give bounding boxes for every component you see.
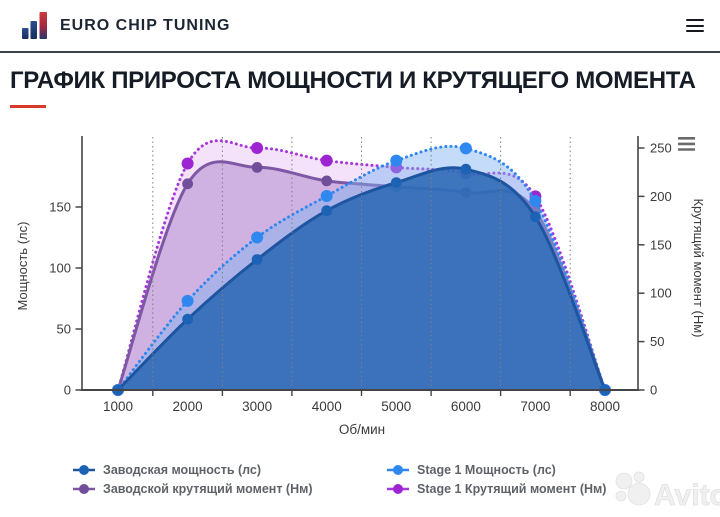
legend-label: Stage 1 Крутящий момент (Нм) (417, 482, 607, 496)
data-point-marker (460, 163, 472, 175)
axis-tick-label: 250 (650, 141, 672, 156)
data-point-marker (251, 142, 264, 154)
series-area (118, 167, 605, 390)
chart-series (112, 139, 611, 396)
data-point-marker (529, 194, 542, 207)
axis-tick-label: 50 (57, 322, 71, 337)
legend-item-stock-torque[interactable]: Заводской крутящий момент (Нм) (72, 482, 386, 496)
axis-tick-label: 4000 (312, 399, 342, 414)
data-point-marker (320, 154, 333, 167)
data-point-marker (181, 157, 194, 170)
data-point-marker (251, 254, 263, 265)
data-point-marker (390, 154, 403, 167)
legend-marker-icon (73, 465, 95, 475)
axis-tick-label: 5000 (381, 399, 411, 414)
legend-label: Заводская мощность (лс) (103, 463, 262, 477)
axis-tick-label: 100 (49, 261, 71, 276)
legend-label: Stage 1 Мощность (лс) (417, 463, 556, 477)
legend-marker-icon (73, 484, 95, 494)
axis-tick-label: 2000 (173, 399, 203, 414)
legend-item-stage1-torque[interactable]: Stage 1 Крутящий момент (Нм) (386, 482, 720, 496)
data-point-marker (459, 142, 472, 155)
data-point-marker (181, 294, 194, 307)
data-point-marker (320, 190, 333, 202)
page-title: ГРАФИК ПРИРОСТА МОЩНОСТИ И КРУТЯЩЕГО МОМ… (10, 67, 696, 94)
data-point-marker (251, 231, 264, 244)
axes (75, 136, 645, 391)
axis-tick-label: 150 (49, 200, 71, 215)
axis-tick-label: 8000 (590, 399, 620, 414)
brand-name: EURO CHIP TUNING (60, 16, 231, 34)
data-point-marker (390, 177, 402, 188)
axis-tick-label: 3000 (242, 399, 272, 414)
axis-tick-label: 200 (650, 189, 672, 204)
title-section: ГРАФИК ПРИРОСТА МОЩНОСТИ И КРУТЯЩЕГО МОМ… (0, 53, 720, 108)
axis-tick-label: 100 (650, 286, 672, 301)
axis-tick-label: 0 (64, 383, 71, 398)
axis-tick-label: 50 (650, 334, 664, 349)
series-line (116, 144, 607, 392)
chart-legend: Заводская мощность (лс) Stage 1 Мощность… (0, 453, 720, 496)
axis-tick-label: 0 (650, 383, 657, 398)
axis-tick-label: 6000 (451, 399, 481, 414)
title-accent-bar (10, 105, 46, 108)
y-axis-left-title: Мощность (лс) (15, 222, 30, 311)
data-point-marker (251, 162, 263, 173)
legend-item-stock-power[interactable]: Заводская мощность (лс) (72, 463, 386, 477)
brand-logo[interactable]: EURO CHIP TUNING (22, 10, 230, 41)
y-axis-right-title: Крутящий момент (Нм) (691, 198, 706, 337)
x-axis-title: Об/мин (339, 422, 385, 437)
data-point-marker (182, 313, 194, 325)
axis-tick-label: 150 (650, 237, 672, 252)
data-point-marker (321, 175, 333, 187)
site-header: EURO CHIP TUNING (0, 0, 720, 53)
legend-marker-icon (387, 465, 409, 475)
power-torque-chart: 0 50 100 150 0 50 100 150 200 250 1000 2000 3000 4000… (15, 136, 706, 437)
data-point-marker (182, 178, 194, 190)
series-line (116, 166, 607, 392)
legend-item-stage1-power[interactable]: Stage 1 Мощность (лс) (386, 463, 720, 477)
legend-label: Заводской крутящий момент (Нм) (103, 482, 313, 496)
legend-marker-icon (387, 484, 409, 494)
axis-tick-label: 1000 (103, 399, 133, 414)
series-markers (112, 163, 611, 396)
data-point-marker (530, 211, 541, 223)
bar-chart-logo-icon (22, 12, 47, 39)
axis-tick-label: 7000 (520, 399, 550, 414)
data-point-marker (321, 205, 333, 217)
chart-menu-icon[interactable] (678, 137, 695, 151)
series-0 (112, 163, 611, 396)
hamburger-menu-icon[interactable] (686, 19, 704, 32)
